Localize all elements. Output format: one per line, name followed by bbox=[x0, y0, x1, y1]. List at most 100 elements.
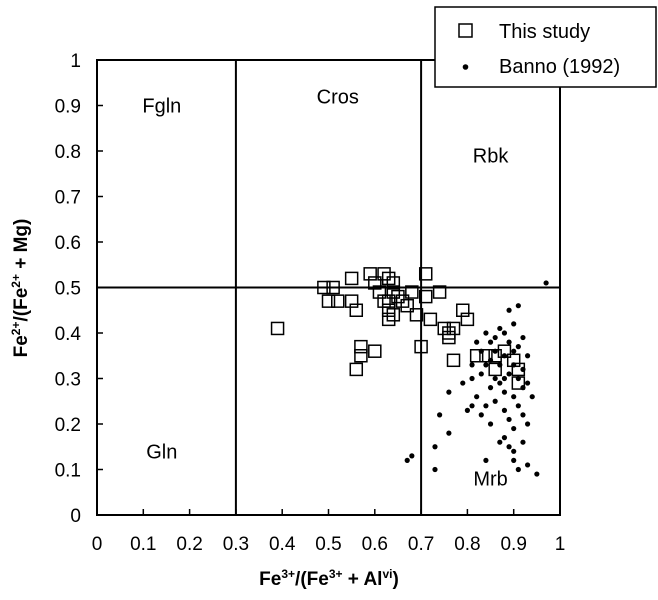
point-banno-1992 bbox=[506, 307, 512, 313]
point-this-study bbox=[381, 312, 396, 327]
y-tick-label: 0 bbox=[70, 506, 81, 527]
point-this-study bbox=[368, 276, 382, 290]
y-tick-label: 0.1 bbox=[55, 461, 81, 482]
point-banno-1992 bbox=[432, 444, 438, 450]
point-banno-1992 bbox=[501, 389, 508, 395]
point-this-study bbox=[418, 289, 433, 304]
point-banno-1992 bbox=[497, 325, 503, 332]
region-boundaries bbox=[97, 60, 560, 515]
point-this-study bbox=[460, 312, 475, 327]
legend-marker-banno bbox=[462, 64, 469, 70]
point-this-study bbox=[386, 285, 401, 299]
point-this-study bbox=[381, 271, 396, 286]
point-banno-1992 bbox=[469, 362, 475, 368]
point-banno-1992 bbox=[492, 398, 498, 404]
point-banno-1992 bbox=[501, 375, 508, 382]
y-tick-label: 0.6 bbox=[55, 233, 81, 254]
point-banno-1992 bbox=[501, 407, 508, 413]
region-labels: Fgln Cros Rbk Gln Mrb bbox=[142, 86, 509, 490]
point-this-study bbox=[317, 280, 331, 295]
point-banno-1992 bbox=[506, 444, 512, 450]
point-banno-1992 bbox=[446, 430, 452, 436]
point-banno-1992 bbox=[506, 416, 512, 423]
point-this-study bbox=[344, 294, 359, 308]
point-banno-1992 bbox=[511, 457, 517, 463]
point-banno-1992 bbox=[474, 394, 480, 400]
legend-label-banno: Banno (1992) bbox=[499, 56, 620, 78]
point-banno-1992 bbox=[460, 380, 466, 386]
x-tick-label: 1 bbox=[555, 534, 566, 555]
point-banno-1992 bbox=[437, 412, 443, 418]
legend-marker-this-study bbox=[458, 23, 473, 38]
point-this-study bbox=[395, 294, 410, 308]
point-this-study bbox=[442, 330, 456, 345]
point-banno-1992 bbox=[478, 371, 484, 377]
point-banno-1992 bbox=[492, 375, 498, 382]
point-this-study bbox=[321, 294, 336, 308]
point-banno-1992 bbox=[515, 403, 521, 409]
point-this-study bbox=[469, 349, 484, 363]
point-this-study bbox=[405, 285, 419, 299]
point-this-study bbox=[511, 376, 526, 390]
point-this-study bbox=[386, 276, 401, 290]
point-banno-1992 bbox=[524, 462, 531, 468]
region-label-gln: Gln bbox=[146, 441, 177, 463]
x-tick-label: 0.9 bbox=[500, 534, 526, 555]
y-tick-label: 0.2 bbox=[55, 415, 81, 436]
point-banno-1992 bbox=[524, 421, 531, 427]
point-this-study bbox=[497, 344, 512, 358]
legend-box bbox=[434, 6, 657, 88]
point-this-study bbox=[409, 308, 424, 322]
y-tick-label: 0.5 bbox=[55, 279, 81, 300]
point-banno-1992 bbox=[497, 380, 503, 386]
x-tick-label: 0.2 bbox=[176, 534, 202, 555]
y-tick-label: 0.4 bbox=[55, 324, 82, 345]
x-tick-label: 0.6 bbox=[362, 534, 388, 555]
point-banno-1992 bbox=[483, 362, 489, 368]
point-this-study bbox=[363, 267, 377, 281]
x-tick-label: 0.5 bbox=[315, 534, 341, 555]
point-banno-1992 bbox=[464, 407, 470, 413]
point-banno-1992 bbox=[534, 471, 540, 477]
point-banno-1992 bbox=[511, 321, 517, 327]
point-banno-1992 bbox=[404, 457, 410, 463]
point-this-study bbox=[488, 362, 502, 377]
point-this-study bbox=[506, 353, 521, 368]
point-banno-1992 bbox=[506, 371, 512, 377]
point-this-study bbox=[270, 321, 285, 336]
point-this-study bbox=[423, 312, 438, 327]
point-this-study bbox=[377, 267, 391, 281]
point-this-study bbox=[381, 294, 396, 308]
data-points bbox=[270, 267, 549, 477]
point-this-study bbox=[326, 280, 340, 295]
region-label-rbk: Rbk bbox=[473, 146, 510, 168]
point-banno-1992 bbox=[432, 466, 438, 473]
x-tick-label: 0.7 bbox=[408, 534, 434, 555]
point-this-study bbox=[349, 303, 364, 317]
point-banno-1992 bbox=[478, 412, 484, 418]
point-this-study bbox=[349, 362, 364, 377]
point-banno-1992 bbox=[487, 421, 494, 427]
point-banno-1992 bbox=[446, 389, 452, 395]
x-tick-label: 0.3 bbox=[223, 534, 249, 555]
point-banno-1992 bbox=[506, 339, 512, 345]
y-tick-label: 1 bbox=[70, 51, 81, 72]
point-banno-1992 bbox=[492, 334, 498, 341]
point-banno-1992 bbox=[511, 394, 517, 400]
y-tick-label: 0.9 bbox=[55, 97, 81, 118]
point-banno-1992 bbox=[469, 403, 475, 409]
point-banno-1992 bbox=[483, 403, 489, 409]
point-banno-1992 bbox=[520, 412, 526, 418]
point-this-study bbox=[372, 285, 387, 299]
point-banno-1992 bbox=[511, 448, 517, 454]
point-banno-1992 bbox=[474, 339, 480, 345]
point-this-study bbox=[418, 267, 433, 281]
point-this-study bbox=[354, 339, 368, 354]
point-banno-1992 bbox=[487, 339, 494, 345]
point-banno-1992 bbox=[515, 303, 521, 309]
point-banno-1992 bbox=[511, 425, 517, 432]
point-banno-1992 bbox=[469, 375, 475, 382]
point-this-study bbox=[344, 271, 359, 286]
y-tick-label: 0.3 bbox=[55, 370, 81, 391]
point-this-study bbox=[446, 353, 461, 368]
